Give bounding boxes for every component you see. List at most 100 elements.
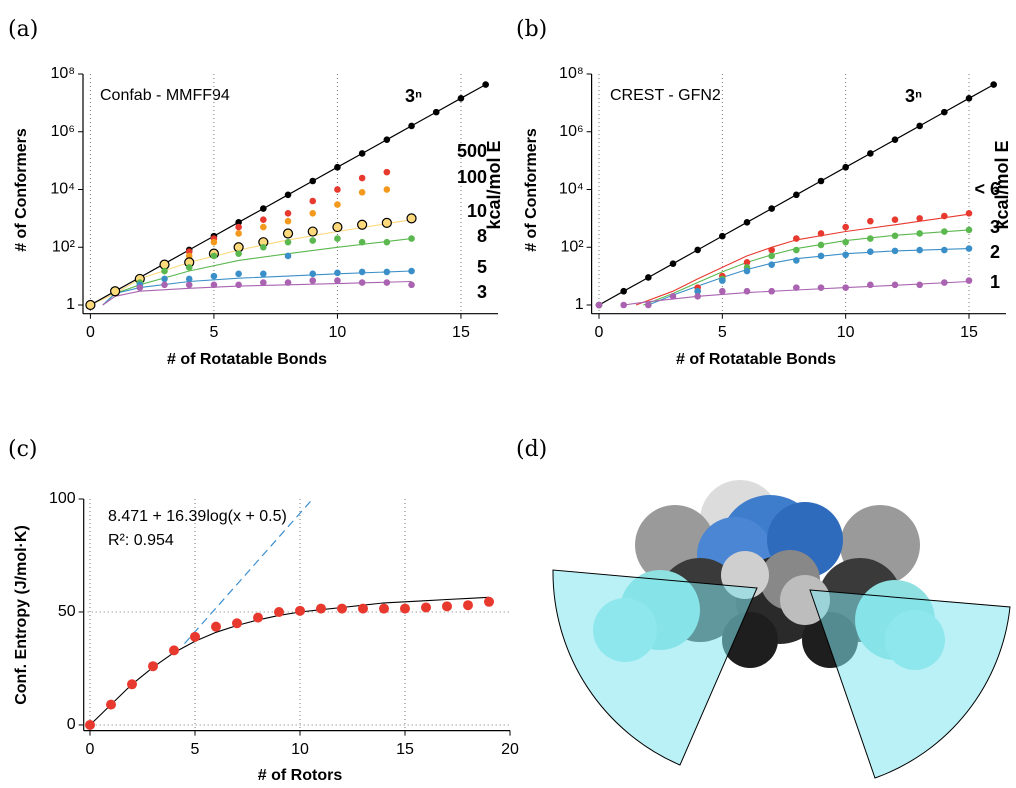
y-tick-label: 10⁴ xyxy=(559,181,584,198)
legend-title: kcal/mol E xyxy=(992,140,1012,229)
data-point xyxy=(235,270,242,278)
data-point xyxy=(842,284,849,291)
data-point xyxy=(106,699,116,710)
data-point xyxy=(669,293,677,300)
legend-label: 100 xyxy=(457,167,487,187)
data-point xyxy=(817,252,825,260)
data-point xyxy=(421,602,431,613)
y-tick-label: 50 xyxy=(58,603,76,620)
data-point xyxy=(842,238,849,246)
data-point xyxy=(408,122,415,130)
data-point xyxy=(941,108,948,116)
data-point xyxy=(891,247,899,255)
data-point xyxy=(282,228,294,239)
data-point xyxy=(891,216,899,224)
y-tick-label: 0 xyxy=(67,716,76,733)
x-axis-label: # of Rotors xyxy=(258,767,343,784)
data-point xyxy=(965,277,973,284)
data-point xyxy=(793,191,800,199)
data-point xyxy=(334,201,341,208)
data-point xyxy=(284,191,292,199)
data-point xyxy=(408,235,415,242)
data-point xyxy=(334,235,341,242)
legend-label: 3 xyxy=(990,217,1000,237)
data-point xyxy=(383,186,391,193)
fit-line xyxy=(89,596,490,726)
data-point xyxy=(383,168,391,176)
legend-label: 10 xyxy=(467,201,487,221)
data-point xyxy=(842,251,849,259)
series-label: 3ⁿ xyxy=(405,86,422,106)
fit-line xyxy=(635,213,970,306)
data-point xyxy=(309,277,317,284)
data-point xyxy=(309,237,317,244)
data-point xyxy=(334,277,341,284)
data-point xyxy=(620,287,627,295)
data-point xyxy=(110,286,121,297)
data-point xyxy=(211,621,221,632)
data-point xyxy=(719,232,726,240)
y-tick-label: 10⁸ xyxy=(50,65,75,82)
data-point xyxy=(190,631,200,642)
data-point xyxy=(793,257,800,264)
data-point xyxy=(817,241,825,249)
y-tick-label: 10⁴ xyxy=(50,181,75,198)
data-point xyxy=(284,238,292,246)
annotation: 8.471 + 16.39log(x + 0.5) xyxy=(108,508,287,525)
panel-label: (d) xyxy=(516,437,547,462)
data-point xyxy=(185,264,193,271)
data-point xyxy=(358,150,366,157)
chart-title: Confab - MMFF94 xyxy=(100,87,230,104)
data-point xyxy=(965,209,973,217)
data-point xyxy=(891,232,899,240)
data-point xyxy=(260,279,267,286)
data-point xyxy=(867,150,874,157)
data-point xyxy=(965,226,973,234)
data-point xyxy=(916,246,923,254)
data-point xyxy=(334,186,341,193)
y-tick-label: 10⁸ xyxy=(559,65,584,82)
x-tick-label: 0 xyxy=(86,324,95,341)
data-point xyxy=(307,226,318,237)
data-point xyxy=(743,259,751,266)
data-point xyxy=(185,275,193,283)
x-tick-label: 20 xyxy=(501,741,519,758)
y-tick-label: 10² xyxy=(52,238,76,255)
data-point xyxy=(719,277,726,284)
y-tick-label: 100 xyxy=(49,490,76,507)
data-point xyxy=(400,603,410,614)
legend-title: kcal/mol E xyxy=(484,140,504,229)
data-point xyxy=(309,209,317,217)
data-point xyxy=(332,221,343,233)
data-point xyxy=(148,661,158,672)
data-point xyxy=(941,212,948,220)
data-point xyxy=(941,228,948,235)
legend-label: 1 xyxy=(990,272,1000,292)
y-tick-label: 10⁶ xyxy=(51,123,75,140)
data-point xyxy=(990,81,997,88)
data-point xyxy=(916,281,923,289)
chart: (b) CREST - GFN2 # of Rotatable Bonds # of … xyxy=(516,17,1012,368)
data-point xyxy=(127,679,137,690)
data-point xyxy=(891,136,899,143)
data-point xyxy=(358,603,368,614)
fit-line xyxy=(643,229,970,306)
data-point xyxy=(284,209,292,217)
data-point xyxy=(383,238,391,246)
data-point xyxy=(253,612,263,623)
data-point xyxy=(620,301,627,309)
data-point xyxy=(210,238,218,246)
data-point xyxy=(768,261,775,268)
data-point xyxy=(260,223,267,231)
legend-label: 2 xyxy=(990,242,1000,262)
data-point xyxy=(867,217,874,225)
data-point xyxy=(284,252,292,260)
data-point xyxy=(867,248,874,256)
data-point xyxy=(235,230,242,237)
data-point xyxy=(768,252,775,260)
x-tick-label: 15 xyxy=(396,741,414,758)
series-label: 3ⁿ xyxy=(905,86,922,106)
data-point xyxy=(463,600,473,611)
data-point xyxy=(357,219,368,230)
data-point xyxy=(743,267,751,275)
